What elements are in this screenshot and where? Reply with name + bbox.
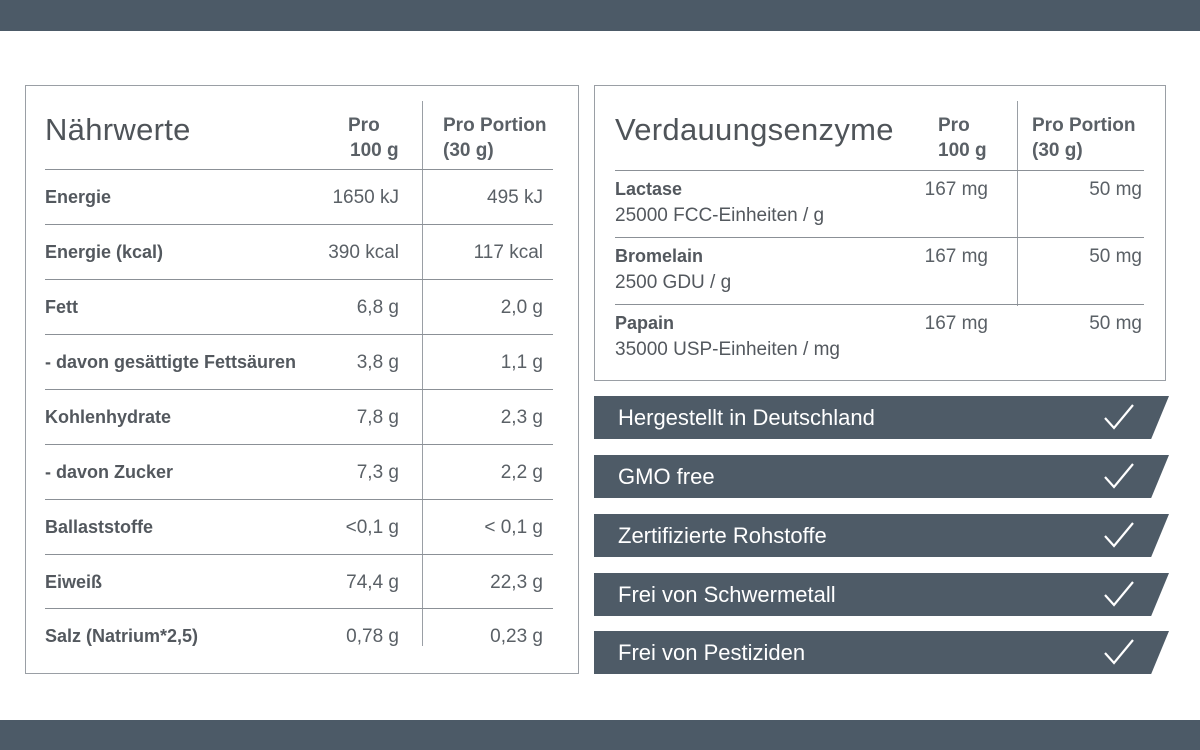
feature-banner: Hergestellt in Deutschland <box>594 396 1169 439</box>
value-per100: 74,4 g <box>346 572 399 593</box>
table-row: Eiweiß 74,4 g 22,3 g <box>45 554 553 609</box>
row-label: Eiweiß <box>45 572 103 592</box>
col-header-per100-line2: 100 g <box>938 140 987 161</box>
table-row: Lactase 25000 FCC-Einheiten / g 167 mg 5… <box>615 170 1144 237</box>
feature-banner: Zertifizierte Rohstoffe <box>594 514 1169 557</box>
value-portion: 117 kcal <box>473 242 543 263</box>
value-per100: 6,8 g <box>356 297 399 318</box>
checkmark-icon <box>1104 463 1134 489</box>
col-header-portion: Pro Portion (30 g) <box>1032 113 1162 163</box>
nutrition-title: Nährwerte <box>45 112 191 147</box>
feature-text: GMO free <box>618 464 715 489</box>
column-divider <box>422 101 423 646</box>
enzyme-activity: 35000 USP-Einheiten / mg <box>615 339 840 360</box>
value-portion: 495 kJ <box>487 187 543 208</box>
checkmark-icon <box>1104 404 1134 430</box>
row-label: - davon Zucker <box>45 462 174 482</box>
value-portion: 0,23 g <box>490 626 543 647</box>
checkmark-icon <box>1104 581 1134 607</box>
top-band <box>0 0 1200 31</box>
value-per100: 3,8 g <box>356 352 399 373</box>
col-header-portion-line2: (30 g) <box>443 140 494 161</box>
value-per100: 7,8 g <box>356 407 399 428</box>
checkmark-icon <box>1104 639 1134 665</box>
value-portion: 2,3 g <box>500 407 543 428</box>
enzyme-title: Verdauungsenzyme <box>615 112 894 147</box>
value-per100: 167 mg <box>924 179 988 200</box>
value-per100: 390 kcal <box>328 242 399 263</box>
value-per100: <0,1 g <box>345 517 399 538</box>
value-portion: 50 mg <box>1089 179 1142 200</box>
value-per100: 167 mg <box>924 246 988 267</box>
table-row: Fett 6,8 g 2,0 g <box>45 279 553 334</box>
col-header-per100: Pro 100 g <box>348 113 418 163</box>
checkmark-icon <box>1104 522 1134 548</box>
column-divider <box>1017 101 1018 306</box>
value-per100: 167 mg <box>924 313 988 334</box>
value-portion: 2,0 g <box>500 297 543 318</box>
table-row: - davon Zucker 7,3 g 2,2 g <box>45 444 553 499</box>
row-label: Energie <box>45 187 112 207</box>
table-row: - davon gesättigte Fettsäuren 3,8 g 1,1 … <box>45 334 553 389</box>
enzyme-name: Papain <box>615 313 675 333</box>
table-row: Bromelain 2500 GDU / g 167 mg 50 mg <box>615 237 1144 304</box>
feature-text: Frei von Pestiziden <box>618 640 806 665</box>
value-per100: 0,78 g <box>346 626 399 647</box>
nutrition-panel: Nährwerte Pro 100 g Pro Portion (30 g) E… <box>25 85 579 674</box>
row-label: Fett <box>45 297 78 317</box>
value-portion: 22,3 g <box>490 572 543 593</box>
value-portion: 1,1 g <box>500 352 543 373</box>
table-row: Energie (kcal) 390 kcal 117 kcal <box>45 224 553 279</box>
row-label: Energie (kcal) <box>45 242 164 262</box>
enzyme-panel: Verdauungsenzyme Pro 100 g Pro Portion (… <box>594 85 1166 381</box>
feature-banner: Frei von Pestiziden <box>594 631 1169 674</box>
row-label: Ballaststoffe <box>45 517 154 537</box>
value-portion: 2,2 g <box>500 462 543 483</box>
value-portion: < 0,1 g <box>484 517 543 538</box>
col-header-per100: Pro 100 g <box>938 113 1008 163</box>
table-row: Ballaststoffe <0,1 g < 0,1 g <box>45 499 553 554</box>
row-label: Kohlenhydrate <box>45 407 172 427</box>
enzyme-activity: 2500 GDU / g <box>615 272 732 293</box>
value-per100: 7,3 g <box>356 462 399 483</box>
value-per100: 1650 kJ <box>332 187 399 208</box>
enzyme-activity: 25000 FCC-Einheiten / g <box>615 205 825 226</box>
col-header-per100-line1: Pro <box>938 115 970 136</box>
bottom-band <box>0 720 1200 750</box>
table-row: Papain 35000 USP-Einheiten / mg 167 mg 5… <box>615 304 1144 371</box>
col-header-per100-line2: 100 g <box>350 140 399 161</box>
feature-banner: Frei von Schwermetall <box>594 573 1169 616</box>
table-row: Kohlenhydrate 7,8 g 2,3 g <box>45 389 553 444</box>
row-label: Salz (Natrium*2,5) <box>45 626 199 646</box>
col-header-per100-line1: Pro <box>348 115 380 136</box>
value-portion: 50 mg <box>1089 313 1142 334</box>
col-header-portion-line1: Pro Portion <box>443 115 547 136</box>
col-header-portion-line1: Pro Portion <box>1032 115 1136 136</box>
feature-text: Frei von Schwermetall <box>618 582 836 607</box>
nutrition-header: Nährwerte Pro 100 g Pro Portion (30 g) <box>26 86 580 170</box>
table-row: Energie 1650 kJ 495 kJ <box>45 169 553 224</box>
feature-text: Zertifizierte Rohstoffe <box>618 523 827 548</box>
value-portion: 50 mg <box>1089 246 1142 267</box>
enzyme-name: Lactase <box>615 179 683 199</box>
enzyme-name: Bromelain <box>615 246 704 266</box>
feature-text: Hergestellt in Deutschland <box>618 405 875 430</box>
feature-banner: GMO free <box>594 455 1169 498</box>
col-header-portion-line2: (30 g) <box>1032 140 1083 161</box>
row-label: - davon gesättigte Fettsäuren <box>45 352 297 372</box>
col-header-portion: Pro Portion (30 g) <box>443 113 573 163</box>
table-row: Salz (Natrium*2,5) 0,78 g 0,23 g <box>45 608 553 663</box>
